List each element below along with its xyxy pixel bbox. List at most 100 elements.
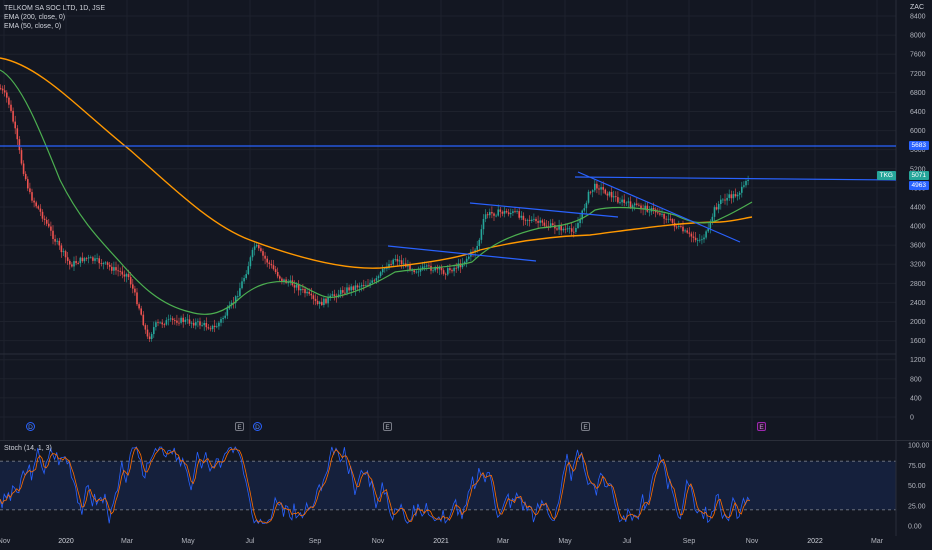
price-tick-label: 2000 bbox=[910, 319, 926, 326]
candle-body bbox=[318, 301, 321, 304]
time-axis-label: Nov bbox=[0, 538, 11, 545]
candle-body bbox=[365, 284, 367, 286]
candle-body bbox=[138, 304, 140, 309]
price-tick-label: 4400 bbox=[910, 204, 926, 211]
symbol-title[interactable]: TELKOM SA SOC LTD, 1D, JSE bbox=[4, 5, 106, 12]
candle-body bbox=[417, 271, 420, 273]
candle-body bbox=[533, 218, 535, 220]
candle-body bbox=[539, 220, 541, 223]
stochastic-pane[interactable]: 100.00 75.00 50.00 25.00 0.00 Stoch (14, 1, … bbox=[0, 441, 932, 536]
price-tick-label: 1200 bbox=[910, 357, 926, 364]
dividend-event-icon[interactable]: D bbox=[26, 422, 35, 431]
chart-legend: TELKOM SA SOC LTD, 1D, JSE EMA (200, clo… bbox=[4, 4, 105, 31]
candle-body bbox=[667, 218, 670, 220]
last-price-tag: 5071 bbox=[908, 171, 929, 180]
candle-body bbox=[379, 272, 382, 277]
earnings-event-icon[interactable]: E bbox=[383, 422, 392, 431]
candle-body bbox=[722, 199, 724, 201]
candle-body bbox=[213, 325, 216, 328]
candle-body bbox=[482, 219, 485, 230]
earnings-event-icon[interactable]: E bbox=[235, 422, 244, 431]
candle-body bbox=[409, 264, 411, 271]
candle-body bbox=[247, 266, 250, 275]
candle-body bbox=[598, 188, 600, 190]
candle-body bbox=[218, 322, 220, 327]
ema50-legend[interactable]: EMA (50, close, 0) bbox=[4, 23, 62, 30]
candle-body bbox=[209, 328, 212, 330]
ema200-legend[interactable]: EMA (200, close, 0) bbox=[4, 14, 66, 21]
candle-body bbox=[455, 267, 457, 269]
candle-body bbox=[682, 226, 684, 232]
candle-body bbox=[745, 180, 747, 186]
candle-body bbox=[358, 286, 361, 288]
candle-body bbox=[249, 257, 252, 267]
candle-body bbox=[155, 322, 157, 328]
time-axis-label: Mar bbox=[496, 538, 510, 545]
candle-body bbox=[610, 191, 613, 198]
candle-body bbox=[600, 187, 602, 190]
stochastic-legend[interactable]: Stoch (14, 1, 3) bbox=[4, 445, 52, 452]
stochastic-canvas[interactable]: 100.00 75.00 50.00 25.00 0.00 bbox=[0, 441, 932, 536]
candle-body bbox=[426, 265, 428, 267]
candle-body bbox=[132, 284, 134, 289]
candle-body bbox=[182, 317, 184, 322]
candle-body bbox=[732, 194, 735, 199]
candle-body bbox=[29, 188, 31, 193]
candle-body bbox=[535, 218, 537, 222]
pane-separator[interactable] bbox=[0, 440, 932, 441]
candle-body bbox=[274, 269, 277, 272]
stochastic-tick-label: 100.00 bbox=[908, 443, 930, 450]
candle-body bbox=[489, 212, 491, 216]
candle-body bbox=[463, 261, 466, 264]
candle-body bbox=[400, 260, 403, 265]
candle-body bbox=[713, 207, 716, 217]
candle-body bbox=[434, 267, 436, 271]
candle-body bbox=[201, 325, 203, 327]
candle-body bbox=[726, 197, 728, 201]
candle-body bbox=[224, 315, 226, 318]
time-axis-label: Sep bbox=[308, 538, 322, 545]
earnings-event-icon[interactable]: E bbox=[581, 422, 590, 431]
candle-body bbox=[192, 322, 195, 326]
candle-body bbox=[570, 228, 573, 232]
stochastic-tick-label: 75.00 bbox=[908, 463, 926, 470]
candle-body bbox=[528, 219, 531, 221]
candle-body bbox=[560, 225, 562, 231]
candle-body bbox=[20, 150, 23, 164]
candle-body bbox=[465, 258, 468, 262]
candle-body bbox=[537, 221, 539, 223]
price-chart-canvas[interactable]: 8400800076007200680064006000560052004800… bbox=[0, 0, 932, 440]
candle-body bbox=[678, 226, 680, 227]
candle-body bbox=[657, 212, 659, 214]
candle-body bbox=[283, 279, 285, 282]
candle-body bbox=[323, 298, 325, 305]
candle-body bbox=[604, 189, 607, 194]
candle-body bbox=[636, 203, 638, 205]
candle-body bbox=[96, 258, 98, 260]
dividend-event-icon[interactable]: D bbox=[253, 422, 262, 431]
candle-body bbox=[346, 287, 348, 293]
time-axis[interactable]: Nov 2020 Mar May Jul Sep Nov 2021 Mar May Jul Sep No… bbox=[0, 536, 932, 550]
candle-body bbox=[436, 267, 439, 270]
candle-body bbox=[24, 173, 27, 180]
candle-body bbox=[180, 317, 182, 323]
candle-body bbox=[579, 219, 581, 224]
candle-body bbox=[556, 228, 558, 230]
horizontal-line-price-tag: 5683 bbox=[908, 141, 929, 150]
candle-body bbox=[736, 194, 739, 197]
candle-body bbox=[486, 214, 489, 216]
time-axis-label: 2022 bbox=[807, 538, 823, 545]
price-chart-pane[interactable]: 8400800076007200680064006000560052004800… bbox=[0, 0, 932, 440]
candle-body bbox=[178, 322, 180, 324]
candle-body bbox=[211, 325, 214, 330]
candle-body bbox=[344, 292, 346, 294]
upcoming-earnings-event-icon[interactable]: E bbox=[757, 422, 766, 431]
candle-body bbox=[375, 278, 378, 281]
candle-body bbox=[262, 251, 264, 256]
candle-body bbox=[566, 228, 569, 230]
support-line-price-tag: 4963 bbox=[908, 181, 929, 190]
candle-body bbox=[129, 277, 132, 285]
time-axis-label: May bbox=[181, 538, 195, 545]
price-tick-label: 3600 bbox=[910, 243, 926, 250]
candle-body bbox=[518, 211, 520, 218]
